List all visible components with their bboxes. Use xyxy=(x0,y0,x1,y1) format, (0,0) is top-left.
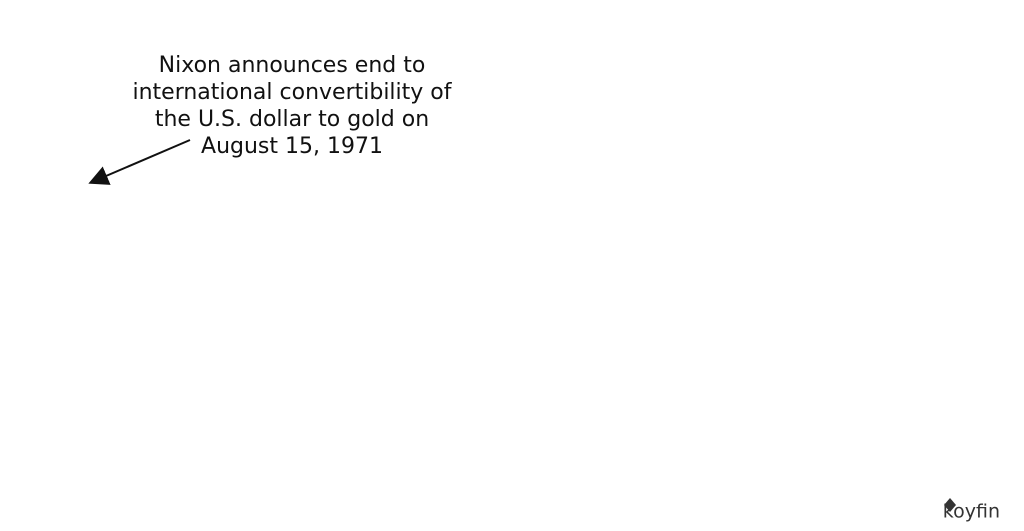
annotation: international convertibility of xyxy=(132,80,452,105)
annotation: August 15, 1971 xyxy=(201,134,383,159)
annotation: Nixon announces end to xyxy=(159,53,426,78)
brand: koyfin xyxy=(943,501,1000,523)
annotation: the U.S. dollar to gold on xyxy=(155,107,429,132)
annotation-arrow xyxy=(88,139,191,185)
brand-icon xyxy=(944,498,956,512)
